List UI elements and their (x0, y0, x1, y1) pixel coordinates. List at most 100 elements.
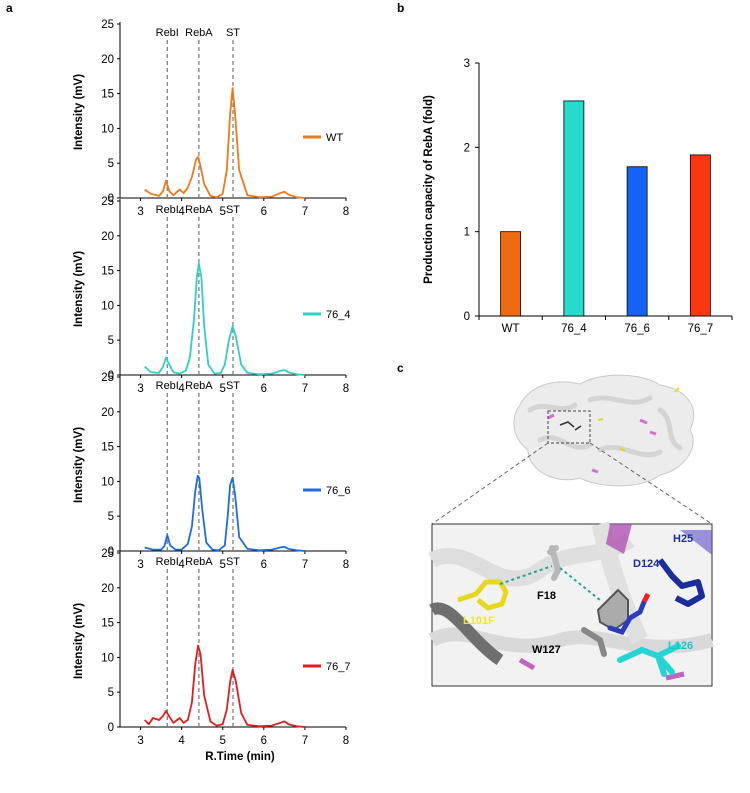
series-line-76_7 (144, 644, 305, 728)
bar-y-tick-label: 3 (464, 58, 470, 70)
reference-label-ST: ST (226, 380, 240, 392)
panel-label-c: c (397, 361, 404, 375)
y-tick-label: 10 (101, 652, 114, 664)
y-tick-label: 20 (101, 231, 114, 243)
bar-x-tick-label: 76_7 (688, 323, 714, 335)
bar-y-tick-label: 2 (464, 142, 470, 154)
residue-label-w127: W127 (532, 644, 561, 656)
series-line-76_6 (144, 474, 305, 552)
zoom-guide-right (589, 442, 713, 525)
bar-chart-panel: 0 1 2 3 Production capacity of RebA (fold) WT… (423, 58, 733, 335)
bar-76_4 (563, 100, 585, 317)
bar-x-tick-label: 76_6 (624, 323, 650, 335)
reference-label-RebI: RebI (156, 380, 179, 392)
y-tick-label: 15 (101, 266, 114, 278)
legend-label-76_4: 76_4 (326, 309, 350, 321)
x-tick-label: 8 (343, 735, 349, 747)
bar-y-tick-label: 0 (464, 311, 470, 323)
y-tick-label: 5 (108, 335, 114, 347)
residue-label-l101f: L101F (463, 615, 495, 627)
chromatogram-panel: 0 5 10 15 20 25 3 4 5 6 7 8 Intensity (mV) RebI RebA ST… (73, 19, 350, 747)
y-tick-label: 10 (101, 476, 114, 488)
y-tick-label: 10 (101, 123, 114, 135)
x-axis-title: R.Time (min) (205, 751, 275, 763)
x-tick-label: 6 (261, 735, 267, 747)
x-tick-label: 4 (178, 206, 185, 218)
protein-structure-panel: H25 D124 F18 L101F W127 L126 (428, 374, 714, 687)
x-tick-label: 5 (220, 206, 226, 218)
y-tick-label: 20 (101, 583, 114, 595)
reference-label-ST: ST (226, 204, 240, 216)
x-tick-label: 8 (343, 206, 349, 218)
residue-label-d124: D124 (633, 558, 660, 570)
y-axis-title: Intensity (mV) (73, 74, 85, 150)
protein-zoom-image (428, 521, 714, 687)
y-tick-label: 10 (101, 300, 114, 312)
reference-label-ST: ST (226, 27, 240, 39)
y-tick-label: 20 (101, 407, 114, 419)
series-line-WT (144, 87, 305, 199)
bar-y-tick-label: 1 (464, 227, 470, 239)
y-tick-label: 0 (108, 193, 114, 205)
x-tick-label: 6 (261, 206, 267, 218)
reference-label-RebI: RebI (156, 556, 179, 568)
legend-label-WT: WT (326, 132, 343, 144)
x-tick-label: 7 (302, 206, 308, 218)
reference-label-RebA: RebA (185, 27, 213, 39)
x-tick-label: 3 (137, 559, 143, 571)
x-tick-label: 3 (137, 383, 143, 395)
bar-76_6 (626, 166, 648, 317)
y-tick-label: 15 (101, 442, 114, 454)
reference-label-RebA: RebA (185, 556, 213, 568)
reference-label-RebI: RebI (156, 204, 179, 216)
x-tick-label: 3 (137, 735, 143, 747)
y-tick-label: 5 (108, 511, 114, 523)
residue-label-h25: H25 (673, 533, 693, 545)
y-tick-label: 25 (101, 548, 114, 560)
zoom-guide-left (431, 442, 549, 525)
x-tick-label: 8 (343, 383, 349, 395)
y-tick-label: 5 (108, 158, 114, 170)
x-tick-label: 7 (302, 735, 308, 747)
y-tick-label: 25 (101, 372, 114, 384)
x-tick-label: 7 (302, 383, 308, 395)
bar-y-axis-title: Production capacity of RebA (fold) (423, 95, 435, 284)
y-axis-title: Intensity (mV) (73, 251, 85, 327)
bar-WT (500, 231, 522, 317)
x-tick-label: 6 (261, 383, 267, 395)
x-tick-label: 7 (302, 559, 308, 571)
y-tick-label: 15 (101, 89, 114, 101)
x-tick-label: 5 (220, 383, 226, 395)
x-tick-label: 4 (178, 735, 185, 747)
x-tick-label: 8 (343, 559, 349, 571)
legend-label-76_7: 76_7 (326, 661, 350, 673)
x-tick-label: 5 (220, 735, 226, 747)
x-tick-label: 4 (178, 559, 185, 571)
reference-label-RebI: RebI (156, 27, 179, 39)
y-tick-label: 15 (101, 618, 114, 630)
bar-76_7 (689, 154, 711, 317)
reference-label-ST: ST (226, 556, 240, 568)
chromatogram-76_4: 0 5 10 15 20 25 3 4 5 6 7 8 Intensity (mV) RebI RebA ST… (73, 196, 350, 395)
y-tick-label: 20 (101, 54, 114, 66)
protein-overview-image (513, 374, 695, 487)
y-tick-label: 5 (108, 687, 114, 699)
y-tick-label: 25 (101, 196, 114, 208)
y-tick-label: 0 (108, 546, 114, 558)
chromatogram-WT: 0 5 10 15 20 25 3 4 5 6 7 8 Intensity (mV) RebI RebA ST… (73, 19, 349, 218)
x-tick-label: 6 (261, 559, 267, 571)
reference-label-RebA: RebA (185, 380, 213, 392)
residue-label-f18: F18 (537, 590, 556, 602)
y-tick-label: 25 (101, 19, 114, 31)
bar-x-tick-label: WT (502, 323, 520, 335)
reference-label-RebA: RebA (185, 204, 213, 216)
residue-label-l126: L126 (668, 640, 693, 652)
y-axis-title: Intensity (mV) (73, 427, 85, 503)
y-tick-label: 0 (108, 722, 114, 734)
x-tick-label: 5 (220, 559, 226, 571)
panel-label-a: a (6, 1, 13, 15)
panel-label-b: b (397, 1, 404, 15)
chromatogram-76_7: 0 5 10 15 20 25 3 4 5 6 7 8 Intensity (mV) RebI RebA ST… (73, 548, 350, 747)
chromatogram-76_6: 0 5 10 15 20 25 3 4 5 6 7 8 Intensity (mV) RebI RebA ST… (73, 372, 350, 571)
